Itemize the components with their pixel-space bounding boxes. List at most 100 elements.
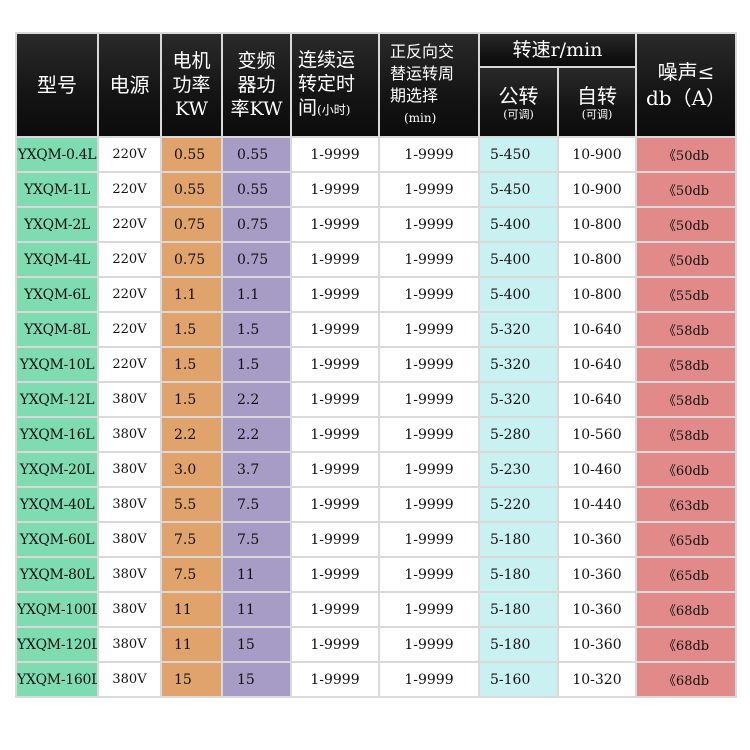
header-motor-line2: 功率 [172,74,211,96]
cell-rotation-speed: 10-440 [556,486,638,523]
cell-model: YXQM-40L [15,486,99,523]
table-row: YXQM-160L 380V 15 15 1-9999 1-9999 5-160 10-320… [15,661,738,698]
cell-motor-power: 7.5 [160,556,223,593]
cell-cycle: 1-9999 [378,591,480,628]
cell-continuous-time: 1-9999 [290,346,380,383]
cell-continuous-time: 1-9999 [290,206,380,243]
cell-voltage: 220V [97,206,162,243]
cell-voltage: 220V [97,276,162,313]
cell-inverter-power: 1.5 [221,311,292,348]
table-header: 型号 电源 电机 功率 KW 变频 器功 率KW 连续运 转定时 间(小时) 正… [15,32,738,138]
header-cycle: 正反向交 替运转周 期选择 (min) [378,32,480,138]
cell-rotation-speed: 10-320 [556,661,638,698]
cell-inverter-power: 11 [221,591,292,628]
cell-motor-power: 11 [160,626,223,663]
cell-voltage: 380V [97,521,162,558]
table-row: YXQM-4L 220V 0.75 0.75 1-9999 1-9999 5-400 10-8… [15,241,738,278]
cell-voltage: 380V [97,451,162,488]
cell-cycle: 1-9999 [378,206,480,243]
header-inverter-line2: 器功 [237,74,276,96]
cell-voltage: 220V [97,241,162,278]
cell-revolution-speed: 5-180 [478,556,559,593]
cell-cycle: 1-9999 [378,451,480,488]
cell-continuous-time: 1-9999 [290,381,380,418]
cell-rotation-speed: 10-640 [556,381,638,418]
cell-cycle: 1-9999 [378,416,480,453]
spec-table-wrapper: 型号 电源 电机 功率 KW 变频 器功 率KW 连续运 转定时 间(小时) 正… [15,32,738,698]
table-row: YXQM-40L 380V 5.5 7.5 1-9999 1-9999 5-220 10-44… [15,486,738,523]
header-time-word: 间 [298,97,318,119]
cell-noise: 《50db [635,136,738,173]
cell-rotation-speed: 10-360 [556,626,638,663]
cell-cycle: 1-9999 [378,171,480,208]
cell-inverter-power: 0.55 [221,171,292,208]
cell-continuous-time: 1-9999 [290,521,380,558]
cell-cycle: 1-9999 [378,136,480,173]
header-speed: 转速r/min [477,32,638,68]
cell-motor-power: 15 [160,661,223,698]
cell-continuous-time: 1-9999 [290,626,380,663]
cell-voltage: 380V [97,381,162,418]
cell-model: YXQM-0.4L [15,136,99,173]
cell-noise: 《65db [635,521,738,558]
cell-cycle: 1-9999 [378,346,480,383]
cell-inverter-power: 1.5 [221,346,292,383]
cell-model: YXQM-12L [15,381,99,418]
cell-inverter-power: 7.5 [221,521,292,558]
header-cycle-line1: 正反向交 [390,42,455,61]
cell-motor-power: 0.75 [160,241,223,278]
table-row: YXQM-60L 380V 7.5 7.5 1-9999 1-9999 5-180 10-36… [15,521,738,558]
header-motor-line1: 电机 [172,50,211,72]
cell-motor-power: 1.1 [160,276,223,313]
table-row: YXQM-12L 380V 1.5 2.2 1-9999 1-9999 5-320 10-64… [15,381,738,418]
cell-revolution-speed: 5-320 [478,311,559,348]
cell-model: YXQM-80L [15,556,99,593]
cell-revolution-speed: 5-230 [478,451,559,488]
cell-motor-power: 0.75 [160,206,223,243]
header-rotation-label: 自转 [577,84,617,108]
header-cycle-line2: 替运转周 [390,64,455,83]
header-cycle-unit: (min) [404,111,437,125]
cell-noise: 《58db [635,346,738,383]
cell-voltage: 380V [97,556,162,593]
cell-model: YXQM-4L [15,241,99,278]
cell-noise: 《68db [635,591,738,628]
header-time-unit: (小时) [317,103,351,117]
table-row: YXQM-2L 220V 0.75 0.75 1-9999 1-9999 5-400 10-8… [15,206,738,243]
cell-voltage: 220V [97,136,162,173]
header-noise-line2: db（A） [645,86,727,110]
cell-model: YXQM-8L [15,311,99,348]
cell-inverter-power: 15 [221,626,292,663]
cell-revolution-speed: 5-160 [478,661,559,698]
cell-noise: 《68db [635,661,738,698]
cell-noise: 《58db [635,311,738,348]
cell-noise: 《50db [635,241,738,278]
table-row: YXQM-16L 380V 2.2 2.2 1-9999 1-9999 5-280 10-56… [15,416,738,453]
cell-revolution-speed: 5-180 [478,626,559,663]
header-model: 型号 [15,32,99,138]
table-row: YXQM-80L 380V 7.5 11 1-9999 1-9999 5-180 10-360… [15,556,738,593]
header-motor: 电机 功率 KW [160,32,223,138]
cell-revolution-speed: 5-220 [478,486,559,523]
cell-inverter-power: 11 [221,556,292,593]
cell-rotation-speed: 10-900 [556,136,638,173]
cell-revolution-speed: 5-400 [478,276,559,313]
cell-voltage: 380V [97,486,162,523]
cell-cycle: 1-9999 [378,486,480,523]
header-time-line2: 转定时 [298,73,356,95]
cell-cycle: 1-9999 [378,661,480,698]
cell-inverter-power: 15 [221,661,292,698]
cell-voltage: 380V [97,591,162,628]
cell-continuous-time: 1-9999 [290,311,380,348]
cell-revolution-speed: 5-320 [478,346,559,383]
cell-voltage: 220V [97,346,162,383]
header-continuous-time: 连续运 转定时 间(小时) [290,32,380,138]
cell-voltage: 380V [97,661,162,698]
cell-continuous-time: 1-9999 [290,591,380,628]
cell-rotation-speed: 10-360 [556,556,638,593]
cell-model: YXQM-100L [15,591,99,628]
cell-continuous-time: 1-9999 [290,486,380,523]
cell-inverter-power: 2.2 [221,381,292,418]
cell-continuous-time: 1-9999 [290,136,380,173]
cell-revolution-speed: 5-320 [478,381,559,418]
